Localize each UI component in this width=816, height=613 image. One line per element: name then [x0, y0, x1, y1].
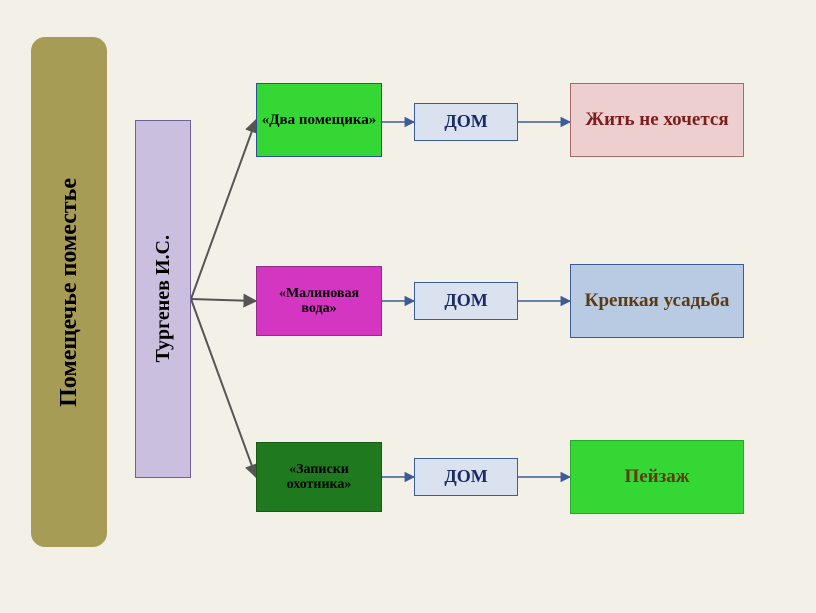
node-dom3: ДОМ	[414, 458, 518, 496]
node-work3: «Записки охотника»	[256, 442, 382, 512]
node-label: ДОМ	[444, 467, 487, 487]
node-res3: Пейзаж	[570, 440, 744, 514]
node-res1: Жить не хочется	[570, 83, 744, 157]
node-res2: Крепкая усадьба	[570, 264, 744, 338]
node-work2: «Малиновая вода»	[256, 266, 382, 336]
node-label: «Малиновая вода»	[261, 286, 377, 317]
node-label: Жить не хочется	[585, 110, 728, 131]
node-label: «Два помещика»	[262, 112, 377, 129]
node-dom1: ДОМ	[414, 103, 518, 141]
node-root: Помещечье поместье	[31, 37, 107, 547]
node-dom2: ДОМ	[414, 282, 518, 320]
node-label: Пейзаж	[624, 467, 689, 488]
node-label: Крепкая усадьба	[585, 291, 730, 312]
node-work1: «Два помещика»	[256, 83, 382, 157]
node-label: Помещечье поместье	[56, 178, 82, 407]
node-label: Тургенев И.С.	[152, 235, 174, 362]
node-label: ДОМ	[444, 112, 487, 132]
node-label: «Записки охотника»	[261, 462, 377, 493]
node-label: ДОМ	[444, 291, 487, 311]
node-author: Тургенев И.С.	[135, 120, 191, 478]
